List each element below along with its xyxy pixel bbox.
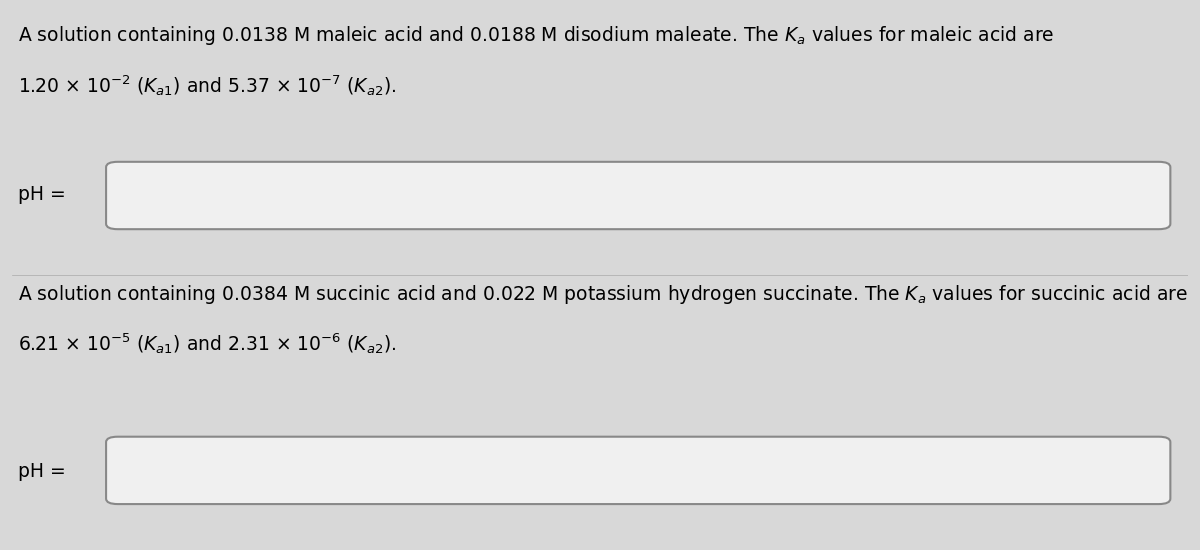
Text: 6.21 × 10$^{-5}$ ($K_{a1}$) and 2.31 × 10$^{-6}$ ($K_{a2}$).: 6.21 × 10$^{-5}$ ($K_{a1}$) and 2.31 × 1… xyxy=(18,332,396,356)
Text: 1.20 × 10$^{-2}$ ($K_{a1}$) and 5.37 × 10$^{-7}$ ($K_{a2}$).: 1.20 × 10$^{-2}$ ($K_{a1}$) and 5.37 × 1… xyxy=(18,73,396,98)
FancyBboxPatch shape xyxy=(106,437,1170,504)
Text: pH =: pH = xyxy=(18,185,66,204)
Text: pH =: pH = xyxy=(18,462,66,481)
Text: A solution containing 0.0138 M maleic acid and 0.0188 M disodium maleate. The $K: A solution containing 0.0138 M maleic ac… xyxy=(18,24,1055,47)
FancyBboxPatch shape xyxy=(106,162,1170,229)
Text: A solution containing 0.0384 M succinic acid and 0.022 M potassium hydrogen succ: A solution containing 0.0384 M succinic … xyxy=(18,283,1188,306)
